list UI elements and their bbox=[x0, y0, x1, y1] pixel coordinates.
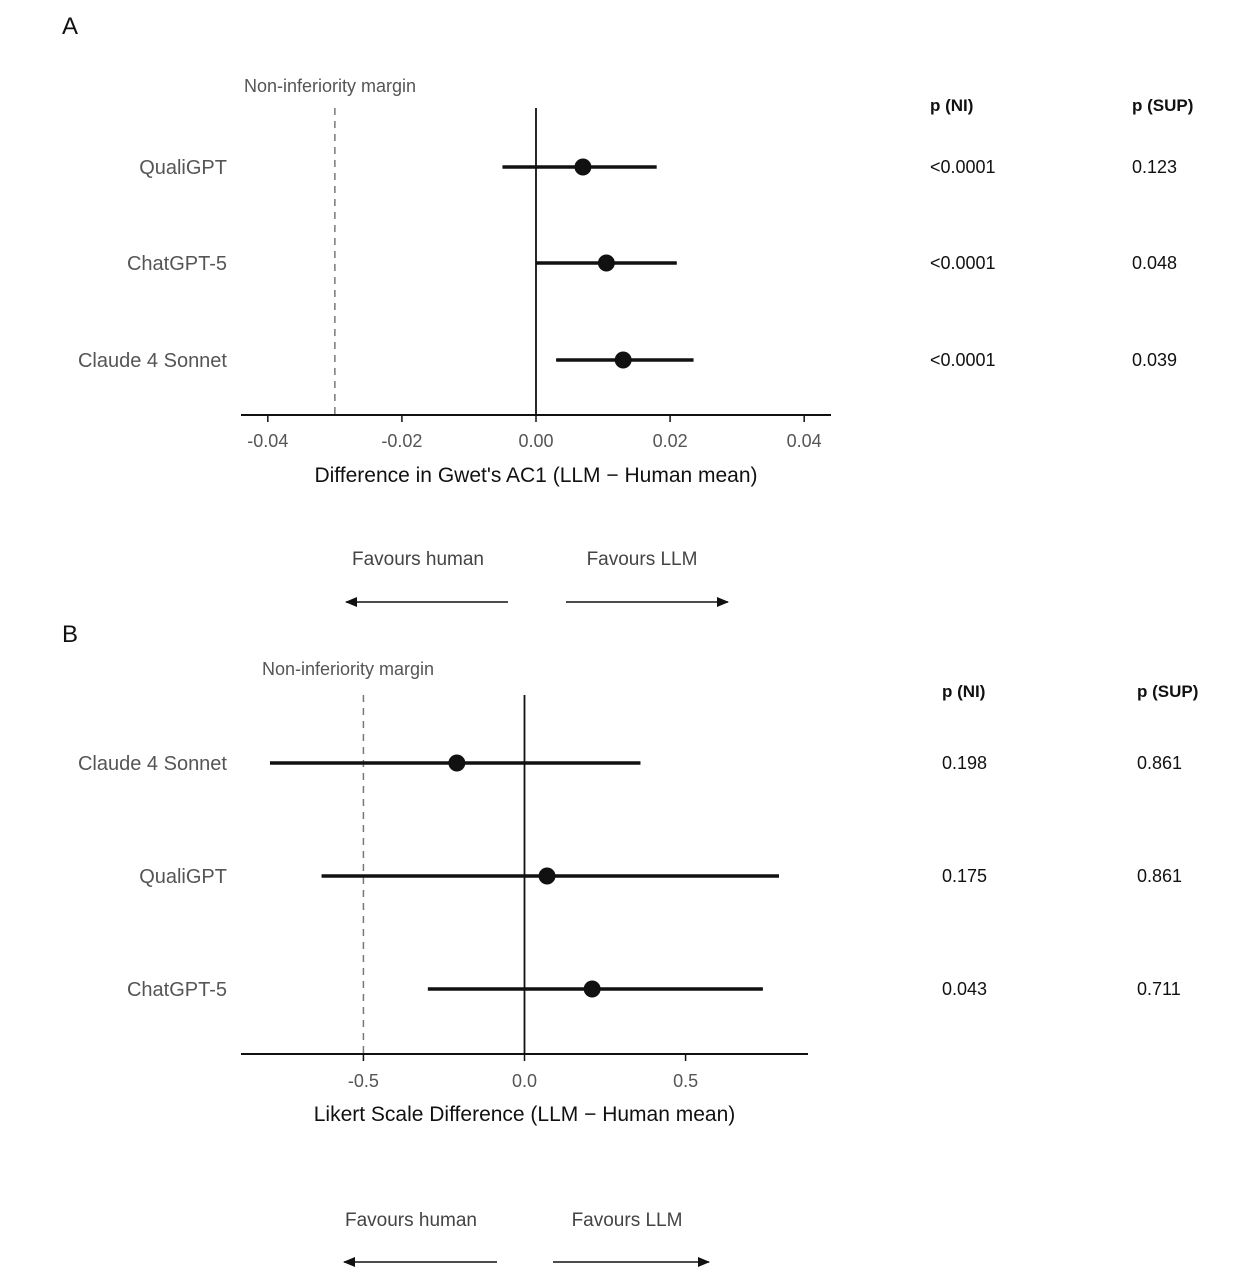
x-tick-label: 0.5 bbox=[673, 1071, 698, 1091]
favours-llm-label: Favours LLM bbox=[587, 549, 698, 570]
p-ni-value: 0.175 bbox=[942, 866, 987, 886]
panel-b: B Non-inferiority margin -0.5 0.0 0.5 Likert … bbox=[62, 621, 1198, 1267]
x-tick-label: 0.00 bbox=[518, 431, 553, 451]
p-sup-value: 0.861 bbox=[1137, 866, 1182, 886]
row-label: QualiGPT bbox=[139, 157, 227, 179]
p-sup-header: p (SUP) bbox=[1137, 682, 1198, 701]
panel-letter: B bbox=[62, 621, 78, 648]
x-axis-title: Difference in Gwet's AC1 (LLM − Human me… bbox=[314, 464, 757, 487]
point-estimate bbox=[597, 254, 615, 272]
row-label: QualiGPT bbox=[139, 866, 227, 888]
p-sup-header: p (SUP) bbox=[1132, 96, 1193, 115]
p-ni-header: p (NI) bbox=[930, 96, 973, 115]
point-estimate bbox=[448, 754, 466, 772]
ni-margin-label: Non-inferiority margin bbox=[244, 76, 416, 96]
x-tick-label: -0.04 bbox=[247, 431, 288, 451]
x-axis-title: Likert Scale Difference (LLM − Human mea… bbox=[314, 1103, 736, 1126]
p-ni-value: 0.043 bbox=[942, 979, 987, 999]
p-ni-value: <0.0001 bbox=[930, 350, 996, 370]
favours-human-label: Favours human bbox=[352, 549, 484, 570]
x-tick-label: 0.02 bbox=[653, 431, 688, 451]
x-tick-label: -0.02 bbox=[381, 431, 422, 451]
x-tick-label: -0.5 bbox=[348, 1071, 379, 1091]
p-sup-value: 0.861 bbox=[1137, 753, 1182, 773]
p-ni-header: p (NI) bbox=[942, 682, 985, 701]
x-tick-label: 0.04 bbox=[787, 431, 822, 451]
p-sup-value: 0.711 bbox=[1137, 979, 1181, 999]
p-sup-value: 0.048 bbox=[1132, 253, 1177, 273]
p-sup-value: 0.039 bbox=[1132, 350, 1177, 370]
panel-letter: A bbox=[62, 13, 78, 40]
p-ni-value: <0.0001 bbox=[930, 253, 996, 273]
favours-human-label: Favours human bbox=[345, 1210, 477, 1231]
x-tick-label: 0.0 bbox=[512, 1071, 537, 1091]
row-label: ChatGPT-5 bbox=[127, 253, 227, 275]
point-estimate bbox=[583, 980, 601, 998]
favours-llm-label: Favours LLM bbox=[572, 1210, 683, 1231]
row-label: ChatGPT-5 bbox=[127, 979, 227, 1001]
point-estimate bbox=[614, 351, 632, 369]
point-estimate bbox=[538, 867, 556, 885]
ni-margin-label: Non-inferiority margin bbox=[262, 659, 434, 679]
p-ni-value: <0.0001 bbox=[930, 157, 996, 177]
p-sup-value: 0.123 bbox=[1132, 157, 1177, 177]
row-label: Claude 4 Sonnet bbox=[78, 350, 227, 372]
row-label: Claude 4 Sonnet bbox=[78, 753, 227, 775]
panel-a: A Non-inferiority margin -0.04 -0.02 0.00 0.0… bbox=[62, 13, 1193, 607]
p-ni-value: 0.198 bbox=[942, 753, 987, 773]
point-estimate bbox=[574, 158, 592, 176]
